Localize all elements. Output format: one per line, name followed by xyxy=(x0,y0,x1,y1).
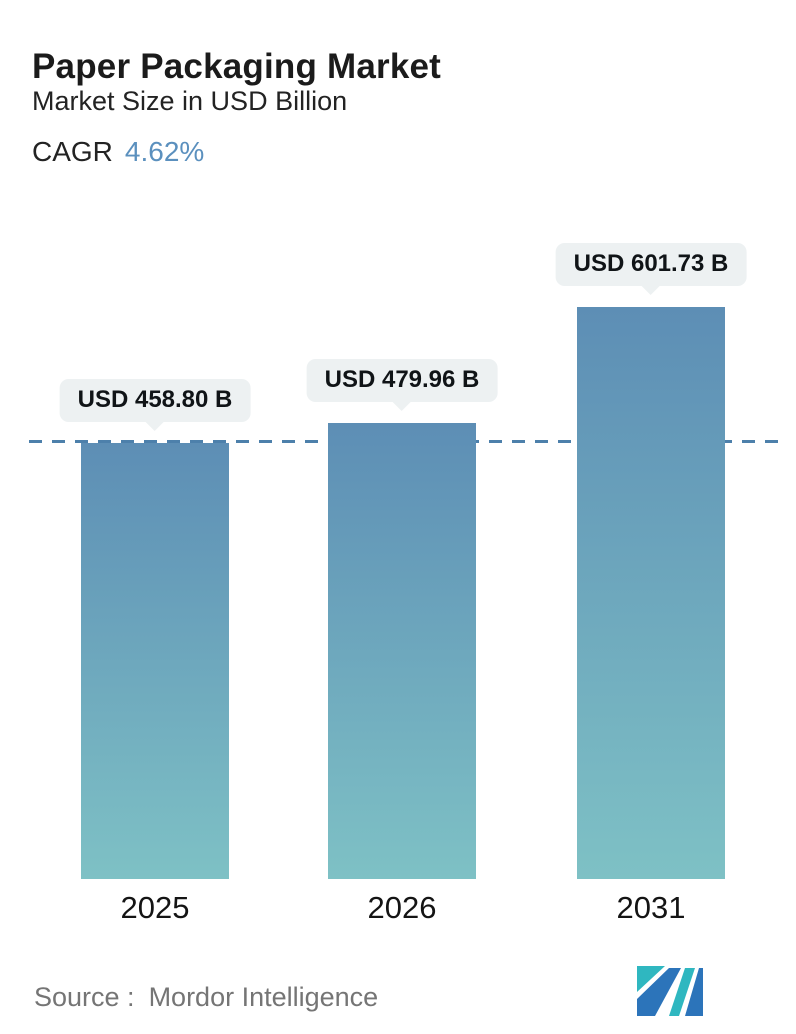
page-title: Paper Packaging Market xyxy=(32,47,442,87)
bar-2026 xyxy=(328,423,476,879)
bar-2025 xyxy=(81,443,229,879)
axis-label-2031: 2031 xyxy=(616,890,686,925)
bar-2031 xyxy=(577,307,725,879)
axis-label-2025: 2025 xyxy=(120,890,190,925)
chart-subtitle: Market Size in USD Billion xyxy=(32,86,348,116)
mordor-intelligence-logo-icon xyxy=(637,966,703,1016)
cagr-value: 4.62% xyxy=(124,136,205,167)
source-value: Mordor Intelligence xyxy=(148,982,379,1012)
axis-label-2026: 2026 xyxy=(367,890,437,925)
source-label: Source : xyxy=(34,982,135,1012)
cagr-row: CAGR 4.62% xyxy=(32,136,204,168)
value-label-2025: USD 458.80 B xyxy=(59,379,251,431)
source-attribution: Source : Mordor Intelligence xyxy=(34,982,378,1013)
value-label-2026: USD 479.96 B xyxy=(306,359,498,411)
cagr-label: CAGR xyxy=(32,136,113,167)
value-label-2031: USD 601.73 B xyxy=(555,243,747,295)
